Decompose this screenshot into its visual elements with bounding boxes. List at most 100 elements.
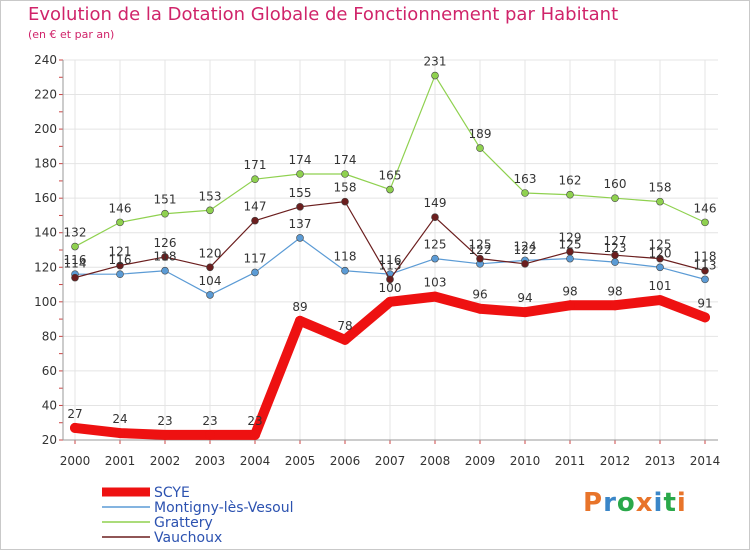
series-2-label-9: 189 <box>469 127 492 141</box>
series-2-point-3 <box>206 206 214 215</box>
y-tick-label-5: 120 <box>34 260 57 274</box>
series-0-point-8 <box>430 291 440 302</box>
series-3-label-11: 129 <box>559 231 582 245</box>
chart-subtitle: (en € et par an) <box>28 28 115 41</box>
series-3-label-14: 118 <box>694 250 717 264</box>
series-2-label-14: 146 <box>694 201 717 215</box>
series-3-label-13: 125 <box>649 238 672 252</box>
series-0-point-0 <box>70 422 80 433</box>
chart-title: Evolution de la Dotation Globale de Fonc… <box>28 4 619 25</box>
series-2-label-10: 163 <box>514 172 537 186</box>
series-3-point-11 <box>566 247 574 256</box>
series-3-point-4 <box>251 216 259 225</box>
series-2-point-2 <box>161 209 169 218</box>
series-3-label-5: 155 <box>289 186 312 200</box>
series-3-point-0 <box>71 273 79 282</box>
series-3-label-9: 125 <box>469 238 492 252</box>
x-tick-label-2: 2002 <box>150 454 181 468</box>
x-tick-label-4: 2004 <box>240 454 271 468</box>
series-1-label-12: 123 <box>604 241 627 255</box>
series-3-point-2 <box>161 253 169 261</box>
series-1-point-8 <box>431 254 439 263</box>
series-3-label-8: 149 <box>424 196 447 210</box>
series-0-label-10: 94 <box>517 291 532 305</box>
series-1-point-5 <box>296 234 304 242</box>
series-3-point-12 <box>611 251 619 259</box>
axes <box>59 59 718 444</box>
series-3-point-14 <box>701 266 709 275</box>
series-3-label-6: 158 <box>334 181 357 195</box>
y-tick-label-0: 20 <box>42 433 57 447</box>
series-0-point-10 <box>520 307 530 318</box>
series-1-label-7: 116 <box>379 253 402 267</box>
series-1-label-4: 117 <box>244 251 267 265</box>
series-1-label-14: 113 <box>694 258 717 272</box>
series-1-label-9: 122 <box>469 243 492 257</box>
series-0-point-2 <box>160 429 170 440</box>
series-3-point-1 <box>116 261 124 270</box>
series-0-label-9: 96 <box>472 288 487 302</box>
proxiti-logo: Proxiti <box>583 488 687 518</box>
series-3-point-8 <box>431 213 439 221</box>
series-3-label-2: 126 <box>154 236 177 250</box>
y-tick-labels: 20 40 60 80 100 120 140 160 180 200 220 240 <box>34 53 57 447</box>
series-1-point-4 <box>251 268 259 277</box>
logo-letter-1: r <box>603 488 617 518</box>
series-3-label-7: 113 <box>379 258 402 272</box>
series-2-label-11: 162 <box>559 174 582 188</box>
series-2-point-8 <box>431 71 439 80</box>
series-3-label-3: 120 <box>199 246 222 260</box>
series-3-point-3 <box>206 263 214 272</box>
series-0-label-13: 101 <box>649 279 672 293</box>
logo-letter-3: x <box>635 488 654 518</box>
series-2-point-11 <box>566 190 574 199</box>
series-0-point-9 <box>475 303 485 314</box>
series-0-label-12: 98 <box>607 284 622 298</box>
series-0-label-2: 23 <box>157 414 172 428</box>
y-tick-label-10: 220 <box>34 88 57 102</box>
legend-label-3: Vauchoux <box>154 530 222 546</box>
series-3-point-13 <box>656 254 664 263</box>
series-2-label-12: 160 <box>604 177 627 191</box>
x-tick-label-8: 2008 <box>420 454 451 468</box>
series-1-label-3: 104 <box>199 274 222 288</box>
y-tick-label-7: 160 <box>34 191 57 205</box>
series-0-label-4: 23 <box>247 414 262 428</box>
x-tick-labels: 2000 2001 2002 2003 2004 2005 2006 2007 2008 2009… <box>60 454 721 468</box>
series-0-label-8: 103 <box>424 276 447 290</box>
series-0-label-7: 100 <box>379 281 402 295</box>
series-1-label-1: 116 <box>109 253 132 267</box>
series-2-point-5 <box>296 170 304 178</box>
series-2-point-13 <box>656 197 664 206</box>
series-1-point-6 <box>341 266 349 275</box>
series-2-point-7 <box>386 185 394 194</box>
logo-letter-6: i <box>676 488 687 518</box>
series-2-label-6: 174 <box>334 153 357 167</box>
series-2-label-7: 165 <box>379 169 402 183</box>
series-3-point-9 <box>476 254 484 263</box>
series-2-point-12 <box>611 194 619 202</box>
logo-letter-4: i <box>653 488 664 518</box>
series-1-label-6: 118 <box>334 250 357 264</box>
logo-letter-0: P <box>583 488 604 518</box>
x-tick-label-12: 2012 <box>600 454 631 468</box>
series-3-label-0: 114 <box>64 257 87 271</box>
logo-letter-2: o <box>616 488 636 518</box>
series-0-label-6: 78 <box>337 319 352 333</box>
series-0-label-5: 89 <box>292 300 307 314</box>
series-2-point-10 <box>521 189 529 197</box>
series-0-label-14: 91 <box>697 296 712 310</box>
y-tick-label-9: 200 <box>34 122 57 136</box>
y-tick-label-1: 40 <box>42 398 57 412</box>
series-3-label-4: 147 <box>244 200 267 214</box>
series-0-label-0: 27 <box>67 407 82 421</box>
series-2-label-0: 132 <box>64 226 87 240</box>
series-0-label-1: 24 <box>112 412 127 426</box>
y-tick-label-6: 140 <box>34 226 57 240</box>
series-3-point-6 <box>341 197 349 206</box>
series-3-point-5 <box>296 203 304 211</box>
series-0-point-7 <box>385 296 395 307</box>
